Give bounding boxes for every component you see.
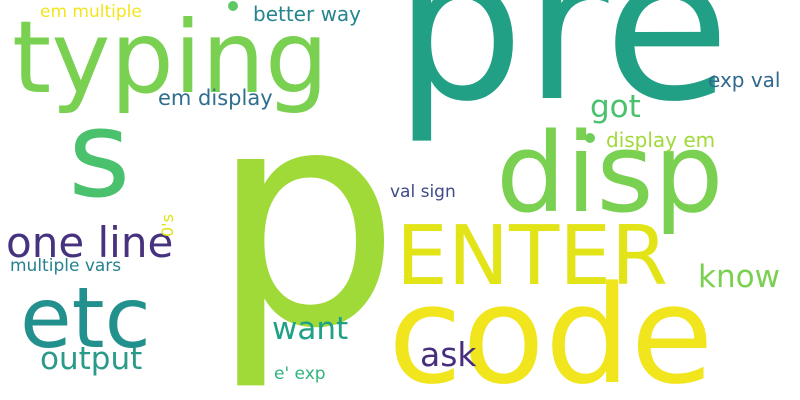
word-s: s bbox=[68, 86, 131, 225]
word-0-s: 0's bbox=[158, 214, 177, 237]
word-pre: pre bbox=[394, 0, 731, 147]
word-got: got bbox=[590, 89, 641, 125]
word-val-sign: val sign bbox=[390, 182, 456, 202]
word-code: code bbox=[388, 257, 714, 400]
word-e-exp: e' exp bbox=[274, 364, 326, 384]
word-know: know bbox=[698, 259, 780, 295]
word-one-line: one line bbox=[6, 218, 174, 267]
word-em-multiple: em multiple bbox=[40, 2, 142, 22]
word-output: output bbox=[40, 341, 143, 377]
word-em-display: em display bbox=[158, 86, 273, 110]
word-want: want bbox=[272, 311, 349, 347]
dot-mark bbox=[228, 1, 238, 11]
word-multiple-vars: multiple vars bbox=[10, 256, 122, 276]
word-p: p bbox=[210, 45, 401, 394]
word-better-way: better way bbox=[253, 2, 362, 26]
word-typing: typing bbox=[12, 0, 329, 116]
word-etc: etc bbox=[20, 269, 151, 367]
word-exp-val: exp val bbox=[708, 68, 781, 92]
word-disp: disp bbox=[496, 109, 724, 237]
word-enter: ENTER bbox=[396, 209, 669, 304]
dot-mark bbox=[585, 133, 595, 143]
word-ask: ask bbox=[420, 335, 477, 374]
word-display-em: display em bbox=[606, 128, 716, 152]
